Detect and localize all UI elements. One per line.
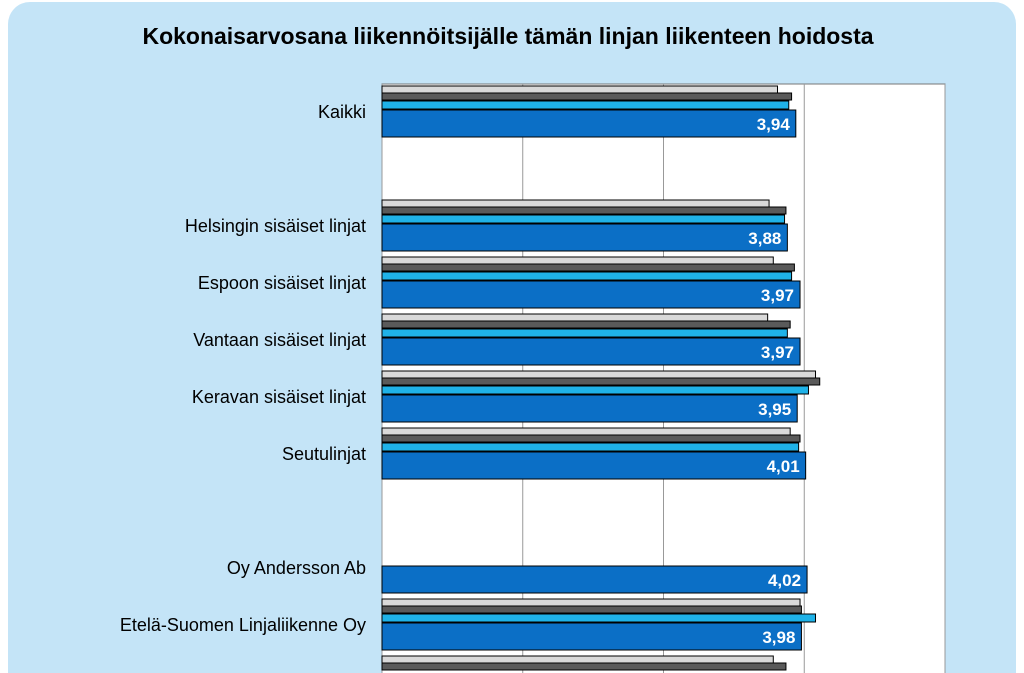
bar	[381, 320, 791, 329]
bar	[381, 565, 808, 594]
value-label: 4,02	[768, 571, 801, 590]
bar	[381, 223, 788, 252]
bar	[381, 280, 801, 309]
bar	[381, 256, 774, 265]
bar	[381, 328, 788, 338]
bar	[381, 662, 787, 671]
bar	[381, 85, 779, 94]
value-label: 4,01	[767, 457, 800, 476]
bar	[381, 313, 769, 322]
bar	[381, 100, 790, 110]
y-tick-label: Seutulinjat	[282, 444, 366, 464]
bar	[381, 109, 797, 138]
bar	[381, 271, 793, 281]
y-tick-label: Helsingin sisäiset linjat	[185, 216, 366, 236]
bar	[381, 622, 802, 651]
value-label: 3,98	[762, 628, 795, 647]
bar	[381, 199, 770, 208]
bar	[381, 337, 801, 366]
y-tick-label: Vantaan sisäiset linjat	[193, 330, 366, 350]
bar	[381, 214, 786, 224]
bar	[381, 451, 807, 480]
y-tick-label: Etelä-Suomen Linjaliikenne Oy	[120, 615, 366, 635]
value-label: 3,95	[758, 400, 791, 419]
bar	[381, 377, 821, 386]
y-tick-label: Keravan sisäiset linjat	[192, 387, 366, 407]
y-tick-label: Oy Andersson Ab	[227, 558, 366, 578]
bar	[381, 655, 774, 664]
bar	[381, 442, 800, 452]
chart-title: Kokonaisarvosana liikennöitsijälle tämän…	[142, 23, 873, 49]
bar	[381, 427, 791, 436]
bar	[381, 263, 795, 272]
y-tick-label: Kaikki	[318, 102, 366, 122]
bar	[381, 385, 809, 395]
bar	[381, 434, 801, 443]
y-tick-label: Espoon sisäiset linjat	[198, 273, 366, 293]
bar	[381, 370, 817, 379]
value-label: 3,97	[761, 286, 794, 305]
bar	[381, 394, 798, 423]
value-label: 3,88	[748, 229, 781, 248]
bar	[381, 92, 793, 101]
bar	[381, 605, 802, 614]
bar	[381, 598, 801, 607]
value-label: 3,94	[757, 115, 791, 134]
bar	[381, 613, 817, 623]
value-label: 3,97	[761, 343, 794, 362]
bar	[381, 206, 787, 215]
